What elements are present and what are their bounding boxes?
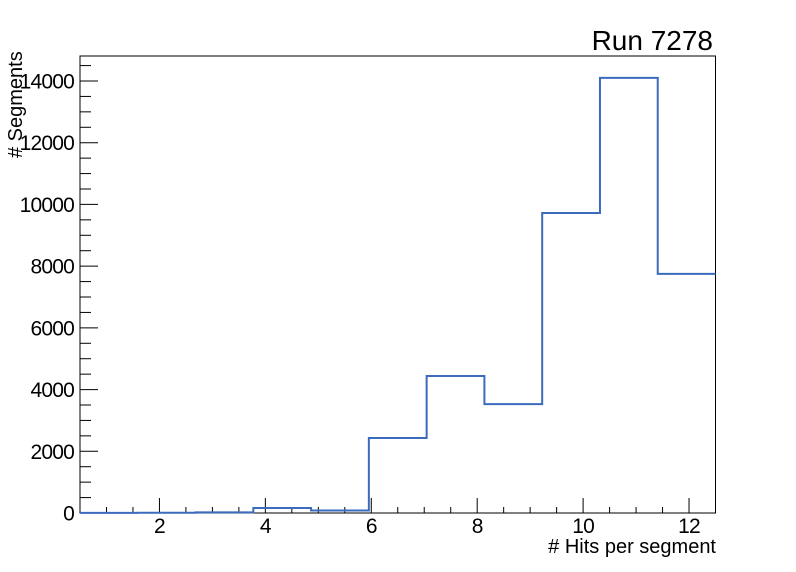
chart-title: Run 7278 — [592, 25, 713, 56]
plot-frame — [79, 55, 716, 514]
x-tick-label: 8 — [472, 515, 483, 538]
y-tick-label: 8000 — [30, 256, 74, 279]
y-tick-label: 6000 — [30, 317, 74, 340]
x-axis-title: # Hits per segment — [548, 536, 716, 558]
x-tick-label: 6 — [366, 515, 377, 538]
y-tick-label: 12000 — [20, 132, 75, 155]
y-axis-title: # Segments — [5, 51, 27, 158]
y-tick-label: 0 — [63, 503, 74, 526]
x-tick-label: 2 — [154, 515, 165, 538]
y-tick-label: 2000 — [30, 441, 74, 464]
x-tick-label: 10 — [572, 515, 594, 538]
x-tick-label: 12 — [678, 515, 700, 538]
x-tick-label: 4 — [260, 515, 272, 538]
y-tick-label: 4000 — [30, 379, 74, 402]
y-tick-label: 14000 — [20, 70, 75, 93]
histogram-line — [80, 76, 716, 514]
y-tick-label: 10000 — [20, 194, 75, 217]
plot-dynamic-layer: 2 4 6 8 10 12 0 2000 4000 6000 8000 10000 12000 14000 — [20, 55, 716, 538]
